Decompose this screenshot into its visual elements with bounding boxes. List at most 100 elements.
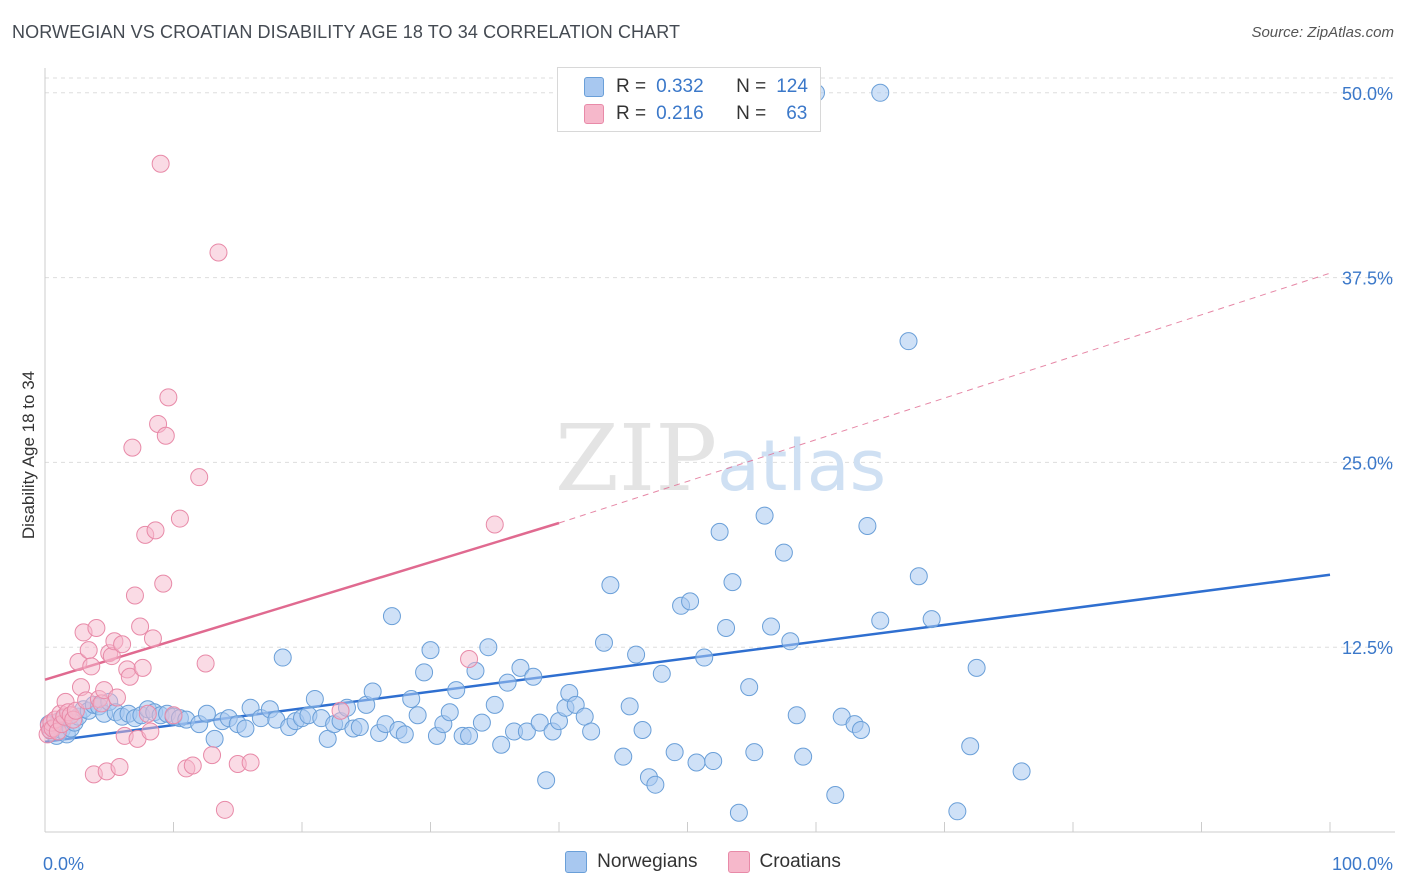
croatian-point (131, 617, 150, 636)
norwegian-point (620, 697, 639, 716)
legend-n-label: N = (736, 76, 767, 97)
chart-title: NORWEGIAN VS CROATIAN DISABILITY AGE 18 … (12, 22, 681, 42)
croatian-point (183, 756, 202, 775)
croatian-point (133, 658, 152, 677)
croatian-point (138, 704, 157, 723)
norwegian-point (871, 83, 890, 102)
norwegian-point (899, 332, 918, 351)
norwegian-point (704, 752, 723, 771)
croatian-point (125, 586, 144, 605)
norwegian-point (681, 592, 700, 611)
y-axis-label: Disability Age 18 to 34 (19, 371, 38, 539)
norwegian-point (537, 771, 556, 790)
series-label-croatians: Croatians (759, 851, 841, 872)
x-tick-label: 100.0% (1332, 854, 1393, 874)
croatian-point (460, 650, 479, 669)
croatian-point (159, 388, 178, 407)
norwegian-point (402, 689, 421, 708)
norwegian-point (787, 706, 806, 725)
norwegian-point (236, 719, 255, 738)
croatian-point (120, 667, 139, 686)
norwegian-point (695, 648, 714, 667)
tick-labels: 12.5% 25.0% 37.5% 50.0% 0.0% 100.0% (43, 84, 1393, 874)
norwegian-point (479, 638, 498, 657)
croatian-point (87, 618, 106, 637)
legend-n-value: 124 (776, 76, 808, 97)
watermark-atlas: atlas (717, 425, 886, 507)
norwegian-point (826, 786, 845, 805)
norwegian-point (197, 704, 216, 723)
norwegian-point (511, 658, 530, 677)
norwegian-point (687, 753, 706, 772)
series-legend-norwegians: Norwegians (565, 851, 698, 873)
croatian-point (170, 509, 189, 528)
norwegian-point (909, 567, 928, 586)
norwegian-point (633, 720, 652, 739)
norwegian-point (594, 633, 613, 652)
source-label: Source: ZipAtlas.com (1251, 24, 1394, 41)
norwegian-point (421, 641, 440, 660)
norwegian-point (781, 632, 800, 651)
norwegian-point (755, 506, 774, 525)
croatian-point (110, 757, 129, 776)
croatians-points (38, 154, 504, 819)
norwegian-point (363, 682, 382, 701)
croatian-point (141, 722, 160, 741)
norwegian-point (460, 726, 479, 745)
legend-r-label: R = (616, 76, 647, 97)
norwegian-point (517, 722, 536, 741)
croatian-point (143, 629, 162, 648)
croatian-point (154, 574, 173, 593)
y-tick-label: 25.0% (1342, 453, 1393, 473)
norwegian-point (382, 607, 401, 626)
croatian-point (113, 635, 132, 654)
norwegian-point (582, 722, 601, 741)
watermark-zip: ZIP (555, 405, 717, 512)
legend-n-label: N = (736, 103, 767, 124)
y-tick-label: 12.5% (1342, 638, 1393, 658)
croatians-trend-extension (558, 272, 1331, 524)
norwegian-point (740, 678, 759, 697)
watermark: ZIP atlas (555, 405, 886, 512)
norwegian-point (1012, 762, 1031, 781)
legend-swatch-pink (584, 104, 604, 124)
series-swatch-pink (727, 851, 750, 873)
norwegian-point (492, 735, 511, 754)
croatian-point (331, 701, 350, 720)
norwegian-point (524, 667, 543, 686)
series-legend-croatians: Croatians (727, 851, 841, 873)
croatian-point (196, 654, 215, 673)
norwegian-point (440, 703, 459, 722)
croatian-point (203, 746, 222, 765)
norwegian-point (794, 747, 813, 766)
axes (44, 68, 1395, 833)
norwegian-point (665, 743, 684, 762)
legend-r-label: R = (616, 103, 647, 124)
legend-row-croatians: R = 0.216 N = 63 (584, 101, 807, 127)
croatian-point (82, 657, 101, 676)
legend-r-value: 0.332 (656, 76, 704, 97)
norwegian-point (350, 718, 369, 737)
norwegian-point (498, 673, 517, 692)
norwegian-point (948, 802, 967, 821)
legend-n-value: 63 (786, 103, 808, 124)
y-tick-label: 50.0% (1342, 84, 1393, 104)
grid-lines (45, 77, 1395, 648)
norwegian-point (652, 664, 671, 683)
norwegian-point (447, 681, 466, 700)
croatian-point (241, 753, 260, 772)
norwegian-point (485, 695, 504, 714)
norwegian-point (205, 729, 224, 748)
norwegian-point (922, 610, 941, 629)
croatian-point (79, 641, 98, 660)
norwegian-point (710, 522, 729, 541)
norwegian-point (415, 663, 434, 682)
legend-r-value: 0.216 (656, 103, 704, 124)
norwegian-point (273, 648, 292, 667)
croatian-point (209, 243, 228, 262)
norwegian-point (646, 775, 665, 794)
croatian-point (146, 521, 165, 540)
series-swatch-blue (565, 851, 588, 873)
croatian-point (215, 800, 234, 819)
